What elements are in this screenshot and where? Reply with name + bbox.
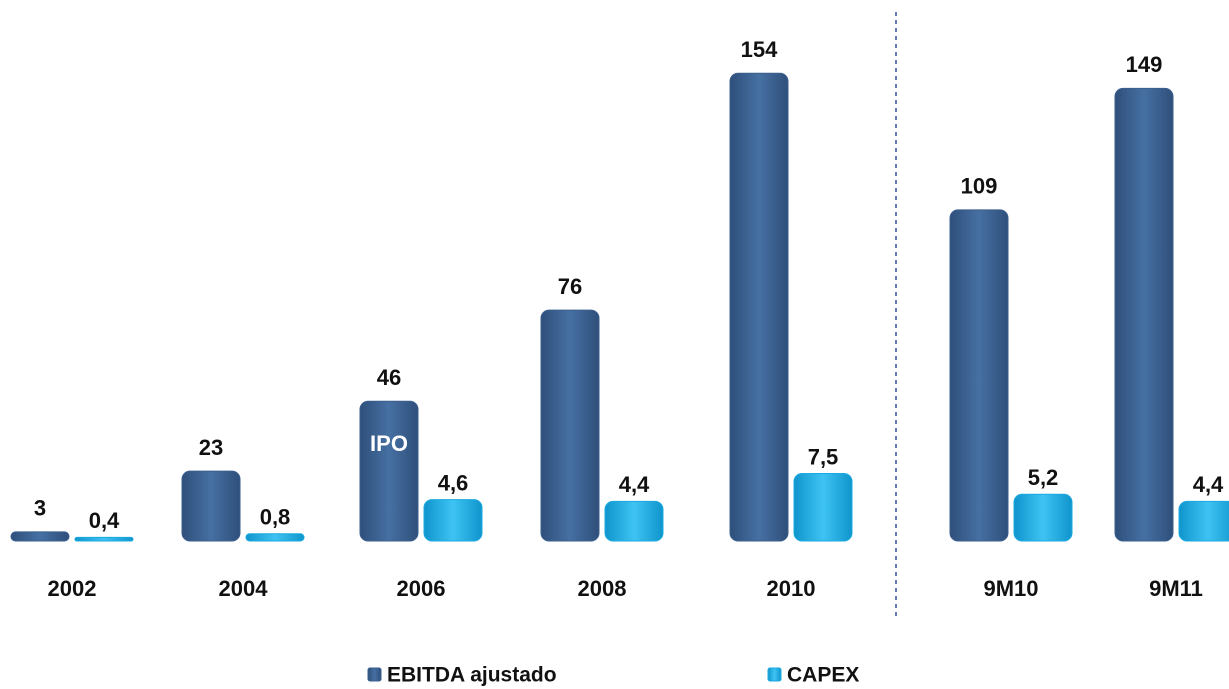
bar xyxy=(245,533,305,542)
data-label: 0,8 xyxy=(260,505,291,530)
data-label: 4,4 xyxy=(1193,472,1224,497)
bar xyxy=(604,500,664,542)
annotation: IPO xyxy=(370,431,408,456)
legend-label: EBITDA ajustado xyxy=(387,664,557,687)
data-label: 4,4 xyxy=(619,472,650,497)
x-tick-label: 2010 xyxy=(767,576,816,601)
x-tick-label: 2004 xyxy=(219,576,269,601)
bar xyxy=(1013,493,1073,542)
data-label: 4,6 xyxy=(438,470,469,495)
bar xyxy=(74,536,134,542)
bar xyxy=(1178,500,1229,542)
bar xyxy=(949,209,1009,542)
legend-label: CAPEX xyxy=(787,664,859,687)
data-label: 149 xyxy=(1126,52,1163,77)
data-label: 7,5 xyxy=(808,444,839,469)
x-tick-label: 9M10 xyxy=(983,576,1038,601)
x-tick-label: 2006 xyxy=(397,576,446,601)
data-label: 23 xyxy=(199,435,223,460)
data-label: 46 xyxy=(377,365,401,390)
bar xyxy=(793,473,853,542)
legend-swatch xyxy=(767,667,782,682)
x-tick-label: 2002 xyxy=(48,576,97,601)
data-label: 3 xyxy=(34,496,46,521)
bar xyxy=(1114,87,1174,542)
data-label: 0,4 xyxy=(89,508,120,533)
bar xyxy=(10,531,70,542)
x-tick-label: 9M11 xyxy=(1149,576,1203,601)
legend-swatch xyxy=(367,667,382,682)
data-label: 5,2 xyxy=(1028,465,1059,490)
x-tick-label: 2008 xyxy=(578,576,627,601)
data-label: 109 xyxy=(961,174,998,199)
bar xyxy=(181,470,241,542)
data-label: 76 xyxy=(558,274,582,299)
data-label: 154 xyxy=(741,37,778,62)
bar xyxy=(729,72,789,542)
bar xyxy=(359,400,419,542)
bar xyxy=(423,499,483,542)
bar xyxy=(540,309,600,542)
